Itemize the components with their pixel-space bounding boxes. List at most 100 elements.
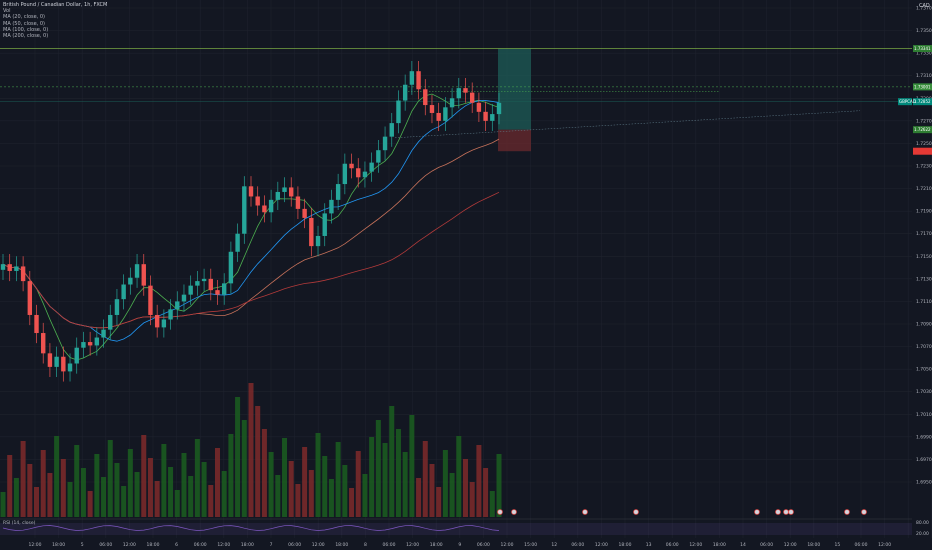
event-marker [861,509,867,515]
bear-candle [429,105,435,113]
bear-candle [423,89,428,106]
ma200-legend[interactable]: MA (200, close, 0) [3,33,49,40]
volume-bar [442,450,448,517]
price-axis[interactable]: 1.737001.735001.733001.731001.729001.727… [916,6,932,486]
volume-bar [315,433,321,517]
volume-bar [201,462,207,517]
bull-candle [329,199,334,214]
time-tick-label: 8 [364,542,367,548]
bull-candle [81,342,86,348]
price-tick-label: 1.72700 [916,118,932,124]
bear-candle [41,333,46,354]
target-price-tag-bg [913,45,932,53]
volume-bar [87,491,93,517]
bull-candle [275,191,281,200]
ma100-legend[interactable]: MA (100, close, 0) [3,26,49,33]
price-tags: 1.73341 1.73001 1.72852 1.72622 GBPCAD [898,45,932,155]
volume-bar [335,442,341,517]
horizontal-lines[interactable] [0,48,912,139]
volume-bar [60,459,66,517]
price-tick-label: 1.72100 [916,186,932,192]
volume-bar [349,488,355,517]
bull-candle [94,337,100,346]
volume-bar [261,429,267,517]
upper-price-tag-bg [913,83,932,91]
bull-candle [268,199,274,213]
volume-bar [322,456,328,517]
volume-bar [462,459,468,517]
volume-bar [429,464,435,517]
volume-bar [328,479,334,517]
bull-candle [443,107,448,121]
volume-bar [342,465,348,517]
volume-bar [282,438,288,517]
ma200-line [2,191,500,329]
current-price-tag-bg [913,98,932,106]
bull-candle [134,264,140,278]
volume-bar [288,461,294,517]
entry-price-tag-bg [913,126,932,134]
time-tick-label: 18:00 [147,542,160,548]
volume-bar [208,485,214,517]
time-tick-label: 06:00 [477,542,490,548]
time-tick-label: 06:00 [99,542,112,548]
bull-candle [161,319,167,328]
bear-candle [61,356,66,372]
price-tick-label: 1.69500 [916,480,932,486]
chart-legend: British Pound / Canadian Dollar, 1h, FXC… [3,2,107,39]
volume-bar [449,473,455,517]
volume-bar [369,437,375,517]
volume-legend[interactable]: Vol [3,8,11,15]
price-tick-label: 1.72500 [916,141,932,147]
volume-bar [54,436,60,517]
volume-bar [436,487,442,517]
event-markers[interactable] [497,509,867,515]
bull-candle [175,301,180,310]
bull-candle [121,284,126,300]
bull-candle [322,213,327,236]
bear-candle [436,112,441,121]
volume-bar [228,434,234,517]
bear-candle [483,111,488,121]
bear-candle [208,278,213,291]
time-tick-label: 06:00 [194,542,207,548]
time-tick-label: 12:00 [217,542,230,548]
symbol-tag: GBPCAD [899,99,916,104]
rsi-pane[interactable]: RSI (14, close) 80.00 20.00 [0,518,929,537]
bull-candle [0,264,6,270]
price-tick-label: 1.70900 [916,322,932,328]
rsi-label: RSI (14, close) [3,520,36,526]
volume-bar [188,476,194,517]
price-tick-label: 1.69700 [916,457,932,463]
bear-candle [34,314,39,334]
price-tick-label: 1.71700 [916,231,932,237]
rsi-line [2,525,500,531]
ma20-legend[interactable]: MA (20, close, 0) [3,14,46,21]
volume-bar [496,454,502,517]
ma50-legend[interactable]: MA (50, close, 0) [3,20,46,27]
time-tick-label: 18:00 [713,542,726,548]
bull-candle [382,136,388,151]
event-marker [497,509,503,515]
position-zones[interactable] [498,48,531,152]
bear-candle [20,266,26,282]
volume-bar [469,482,475,517]
price-tick-label: 1.71500 [916,254,932,260]
event-marker [582,509,588,515]
stop-price-tag [913,147,932,155]
symbol-title[interactable]: British Pound / Canadian Dollar, 1h, FXC… [3,2,108,8]
volume-bar [489,491,495,517]
volume-bar [235,397,241,517]
time-axis[interactable]: 12:00 18:00 5 06:00 12:00 18:00 6 06:00 12:00 18:… [29,542,892,548]
event-marker [844,509,850,515]
time-tick-label: 12:00 [595,542,608,548]
volume-bar [302,447,308,517]
bear-candle [248,186,254,197]
price-tick-label: 1.70700 [916,344,932,350]
bull-candle [449,98,455,108]
price-tick-label: 1.70100 [916,412,932,418]
bull-candle [221,283,227,295]
volume-bar [255,406,261,517]
currency-label[interactable]: CAD [919,3,930,9]
